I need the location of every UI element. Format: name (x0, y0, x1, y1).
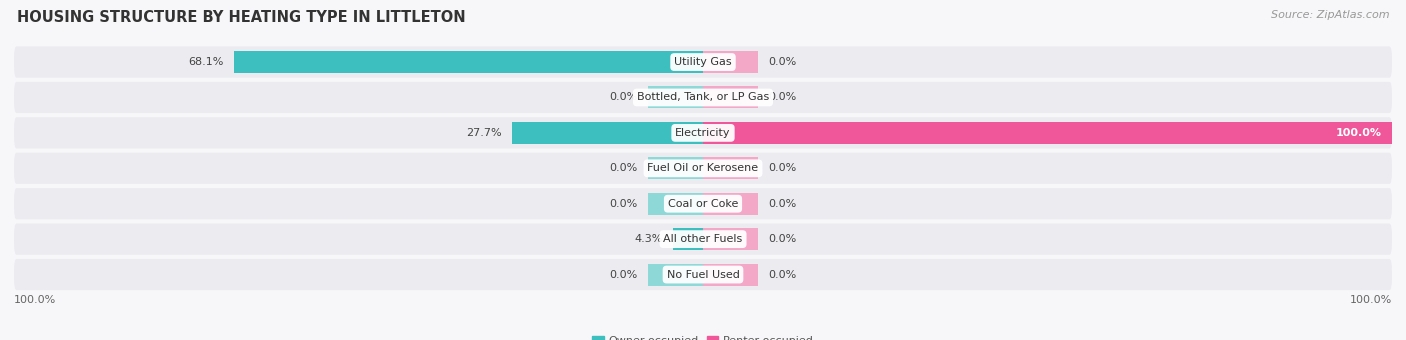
Text: 100.0%: 100.0% (1336, 128, 1382, 138)
Text: 0.0%: 0.0% (769, 163, 797, 173)
Bar (648, 193, 703, 215)
Text: 0.0%: 0.0% (769, 57, 797, 67)
Bar (648, 264, 703, 286)
Bar (703, 86, 758, 108)
FancyBboxPatch shape (14, 188, 1392, 219)
Bar (233, 51, 703, 73)
Bar (703, 228, 758, 250)
Legend: Owner-occupied, Renter-occupied: Owner-occupied, Renter-occupied (592, 336, 814, 340)
Bar (512, 122, 703, 144)
Text: 4.3%: 4.3% (634, 234, 664, 244)
Bar (648, 86, 703, 108)
FancyBboxPatch shape (14, 82, 1392, 113)
Text: Utility Gas: Utility Gas (675, 57, 731, 67)
FancyBboxPatch shape (14, 47, 1392, 78)
Text: 0.0%: 0.0% (609, 163, 637, 173)
Text: 0.0%: 0.0% (609, 270, 637, 279)
Bar (703, 193, 758, 215)
FancyBboxPatch shape (14, 117, 1392, 149)
Bar (703, 51, 758, 73)
Text: Bottled, Tank, or LP Gas: Bottled, Tank, or LP Gas (637, 92, 769, 102)
Bar (703, 157, 758, 179)
Text: 100.0%: 100.0% (1350, 295, 1392, 305)
FancyBboxPatch shape (14, 224, 1392, 255)
Text: 0.0%: 0.0% (609, 92, 637, 102)
Text: 27.7%: 27.7% (467, 128, 502, 138)
Text: Coal or Coke: Coal or Coke (668, 199, 738, 209)
Text: Electricity: Electricity (675, 128, 731, 138)
Text: 0.0%: 0.0% (769, 199, 797, 209)
Text: 0.0%: 0.0% (769, 234, 797, 244)
FancyBboxPatch shape (14, 153, 1392, 184)
Text: HOUSING STRUCTURE BY HEATING TYPE IN LITTLETON: HOUSING STRUCTURE BY HEATING TYPE IN LIT… (17, 10, 465, 25)
Text: 0.0%: 0.0% (609, 199, 637, 209)
Text: 0.0%: 0.0% (769, 270, 797, 279)
Text: 0.0%: 0.0% (769, 92, 797, 102)
Bar (703, 122, 1392, 144)
Text: 68.1%: 68.1% (188, 57, 224, 67)
Bar (673, 228, 703, 250)
Text: Fuel Oil or Kerosene: Fuel Oil or Kerosene (647, 163, 759, 173)
Text: No Fuel Used: No Fuel Used (666, 270, 740, 279)
Bar (648, 157, 703, 179)
Text: All other Fuels: All other Fuels (664, 234, 742, 244)
Bar (703, 264, 758, 286)
FancyBboxPatch shape (14, 259, 1392, 290)
Text: Source: ZipAtlas.com: Source: ZipAtlas.com (1271, 10, 1389, 20)
Text: 100.0%: 100.0% (14, 295, 56, 305)
